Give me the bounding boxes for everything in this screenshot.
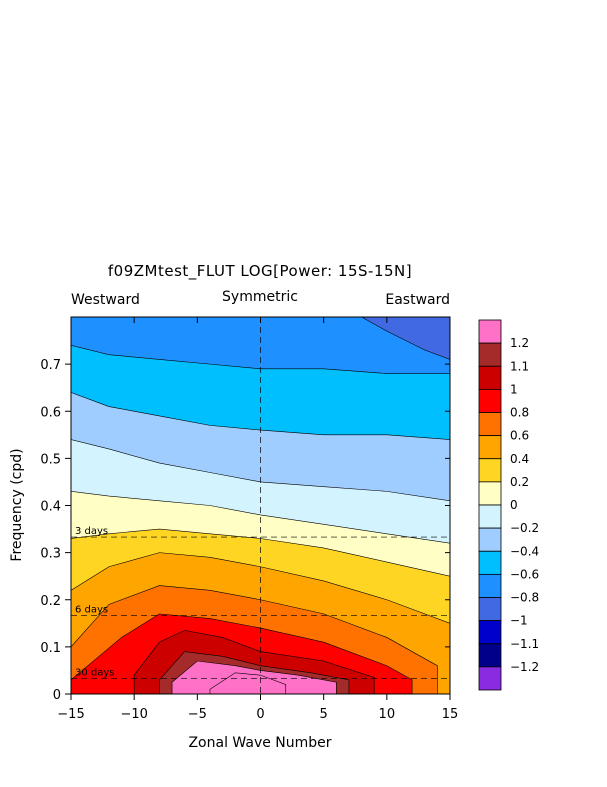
x-tick-label: 10: [379, 707, 396, 722]
colorbar-label: −1.1: [510, 637, 539, 651]
colorbar-swatch: [478, 365, 502, 390]
x-axis-label: Zonal Wave Number: [188, 735, 331, 751]
y-tick-label: 0.4: [40, 500, 61, 515]
header-eastward: Eastward: [385, 292, 450, 308]
colorbar-swatch: [478, 527, 502, 552]
x-tick-label: 0: [256, 707, 264, 722]
chart-title: f09ZMtest_FLUT LOG[Power: 15S-15N]: [108, 262, 412, 281]
colorbar-label: 1.1: [510, 359, 529, 373]
reference-lines: 3 days 6 days 30 days: [71, 317, 450, 694]
colorbar-label: 0.2: [510, 475, 529, 489]
y-axis: 0 0.1 0.2 0.3 0.4 0.5 0.6 0.7: [40, 358, 450, 703]
x-tick-label: −10: [120, 707, 147, 722]
colorbar-label: 0.4: [510, 452, 529, 466]
colorbar-swatch: [478, 435, 502, 460]
colorbar-swatch: [478, 550, 502, 575]
x-tick-label: 15: [442, 707, 459, 722]
colorbar: 1.2 1.1 1 0.8 0.6 0.4 0.2 0 −0.2 −0.4 −0.6 −0.8 −1 −1…: [478, 319, 539, 691]
colorbar-label: 0: [510, 498, 518, 512]
colorbar-label: 0.8: [510, 406, 529, 420]
y-tick-label: 0.6: [40, 405, 61, 420]
x-tick-label: −5: [188, 707, 207, 722]
reference-line-label: 6 days: [75, 604, 108, 615]
colorbar-swatch: [478, 388, 502, 413]
colorbar-label: 1.2: [510, 336, 529, 350]
colorbar-label: −0.4: [510, 544, 539, 558]
colorbar-label: 1: [510, 382, 518, 396]
colorbar-swatch: [478, 458, 502, 483]
colorbar-swatch: [478, 620, 502, 645]
colorbar-label: 0.6: [510, 429, 529, 443]
colorbar-swatch: [478, 597, 502, 622]
colorbar-swatch: [478, 573, 502, 598]
colorbar-label: −0.8: [510, 591, 539, 605]
colorbar-label: −1: [510, 614, 528, 628]
contour-band-neg1: [360, 317, 450, 360]
header-westward: Westward: [71, 292, 140, 308]
colorbar-label: −1.2: [510, 660, 539, 674]
colorbar-label: −0.6: [510, 567, 539, 581]
colorbar-label: −0.2: [510, 521, 539, 535]
y-tick-label: 0.1: [40, 641, 61, 656]
y-tick-label: 0.2: [40, 594, 61, 609]
colorbar-swatch: [478, 412, 502, 437]
colorbar-swatch: [478, 666, 502, 691]
reference-line-label: 3 days: [75, 526, 108, 537]
colorbar-swatch: [478, 504, 502, 529]
reference-line-label: 30 days: [75, 667, 115, 678]
colorbar-swatch: [478, 342, 502, 367]
header-symmetric: Symmetric: [222, 289, 298, 305]
y-tick-label: 0.5: [40, 452, 61, 467]
y-axis-label: Frequency (cpd): [9, 448, 25, 561]
y-tick-label: 0.7: [40, 358, 61, 373]
x-tick-label: 5: [320, 707, 328, 722]
colorbar-swatch: [478, 319, 502, 344]
x-tick-label: −15: [57, 707, 84, 722]
colorbar-swatch: [478, 481, 502, 506]
x-axis: −15 −10 −5 0 5 10 15: [57, 317, 458, 722]
y-tick-label: 0: [53, 688, 61, 703]
colorbar-swatch: [478, 643, 502, 668]
y-tick-label: 0.3: [40, 547, 61, 562]
